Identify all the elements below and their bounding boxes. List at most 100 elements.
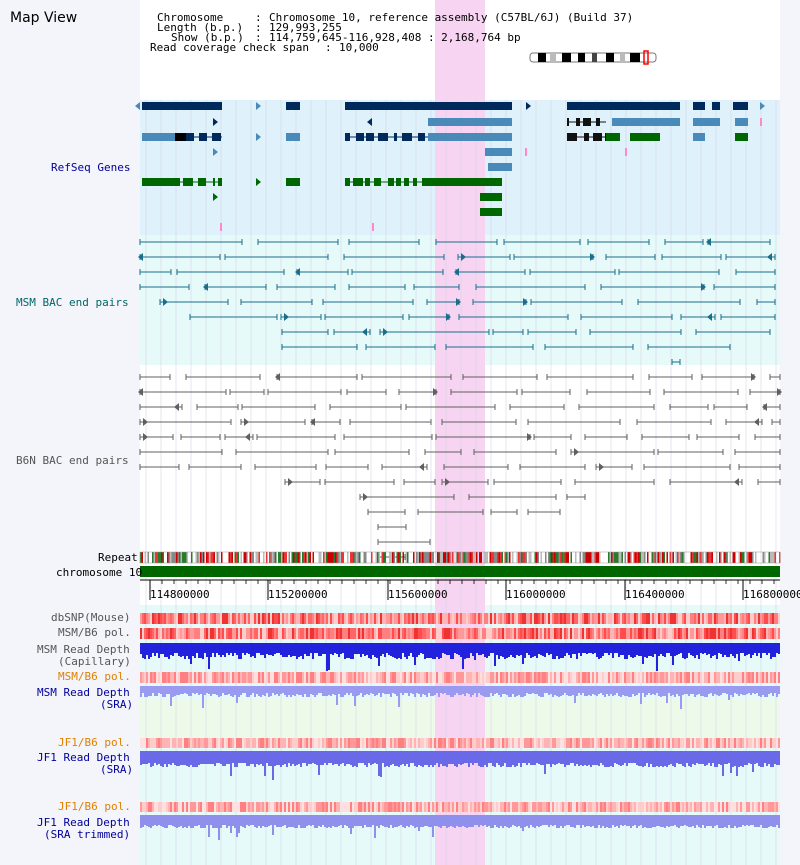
dbsnp-cell <box>230 613 232 624</box>
jf1-depth-trim-bar <box>396 815 398 827</box>
dbsnp-cell <box>686 613 688 624</box>
msm-pol-cell <box>348 628 350 639</box>
msm-pol-cell <box>372 628 374 639</box>
dbsnp-cell <box>200 613 202 624</box>
msm-pol2-cell <box>656 672 658 683</box>
dbsnp-cell <box>512 613 514 624</box>
jf1-pol-cell <box>352 738 354 748</box>
msm-pol-cell <box>274 628 276 639</box>
jf1-pol-cell <box>386 738 388 748</box>
repeat-element <box>741 552 743 563</box>
dbsnp-cell <box>406 613 408 624</box>
repeat-element <box>585 552 587 563</box>
gene-block <box>480 193 502 201</box>
repeat-element <box>465 552 467 563</box>
msm-pol2-cell <box>342 672 344 683</box>
msm-depth-cap-bar <box>178 643 180 656</box>
dbsnp-cell <box>768 613 770 624</box>
jf1-depth-trim-bar <box>302 815 304 828</box>
jf1-depth-trim-bar <box>634 815 636 825</box>
jf1-pol2-cell <box>762 802 764 812</box>
jf1-pol-cell <box>406 738 408 748</box>
jf1-pol2-cell <box>168 802 170 812</box>
jf1-depth-sra-bar <box>536 751 538 763</box>
repeat-element <box>195 552 197 563</box>
msm-depth-sra-bar <box>616 686 618 693</box>
dbsnp-cell <box>232 613 234 624</box>
repeat-track[interactable] <box>139 551 781 564</box>
msm-pol2-cell <box>282 672 284 683</box>
strand-arrow <box>213 193 218 201</box>
gene-exon <box>418 133 425 141</box>
refseq-track-label: RefSeq Genes <box>51 161 131 174</box>
jf1-depth-sra-bar <box>370 751 372 765</box>
msm-pol2-cell <box>406 672 408 683</box>
jf1-depth-trim-bar <box>516 815 518 827</box>
dbsnp-cell <box>480 613 482 624</box>
msm-pol2-cell <box>756 672 758 683</box>
jf1-depth-trim-bar <box>574 815 576 828</box>
msm-pol-cell <box>480 628 482 639</box>
msm-depth-sra-bar <box>490 686 492 693</box>
dbsnp-cell <box>154 613 156 624</box>
jf1-pol-cell <box>462 738 464 748</box>
dbsnp-cell <box>588 613 590 624</box>
jf1-pol-cell <box>750 738 752 748</box>
jf1-depth-trim-bar <box>358 815 360 826</box>
jf1-pol2-cell <box>502 802 504 812</box>
dbsnp-cell <box>156 613 158 624</box>
chromosome-ideogram[interactable] <box>529 50 657 65</box>
dbsnp-cell <box>664 613 666 624</box>
jf1-pol-cell <box>598 738 600 748</box>
msm-pol2-cell <box>418 672 420 683</box>
msm-depth-sra-bar <box>302 686 304 697</box>
jf1-pol-cell <box>684 738 686 748</box>
b6n-bac-track[interactable] <box>138 373 782 560</box>
msm-pol-cell <box>218 628 220 639</box>
jf1-pol2-cell <box>542 802 544 812</box>
msm-pol-cell <box>284 628 286 639</box>
msm-depth-cap-bar <box>176 643 178 653</box>
dbsnp-cell <box>440 613 442 624</box>
jf1-pol-cell <box>606 738 608 748</box>
msm-pol2-cell <box>188 672 190 683</box>
repeat-element <box>567 552 569 563</box>
msm-pol-cell <box>500 628 502 639</box>
jf1-depth-sra-bar <box>524 751 526 763</box>
jf1-depth-trim-bar <box>714 815 716 826</box>
jf1-depth-sra-bar <box>732 751 734 767</box>
msm-pol2-cell <box>454 672 456 683</box>
jf1-pol2-cell <box>206 802 208 812</box>
jf1-depth-trim-bar <box>416 815 418 827</box>
repeat-element <box>252 552 254 563</box>
jf1-pol2-cell <box>588 802 590 812</box>
jf1-depth-sra-bar <box>414 751 416 766</box>
jf1-pol2-cell <box>602 802 604 812</box>
msm-pol2-cell <box>460 672 462 683</box>
jf1-pol-cell <box>216 738 218 748</box>
heat-tracks[interactable] <box>140 613 780 840</box>
jf1-pol-cell <box>470 738 472 748</box>
jf1-depth-trim-bar <box>270 815 272 825</box>
msm-bac-track[interactable] <box>138 238 776 365</box>
msm-pol2-cell <box>706 672 708 683</box>
msm-depth-cap-bar <box>480 643 482 655</box>
refseq-genes-track[interactable] <box>135 102 765 231</box>
msm-pol2-cell <box>280 672 282 683</box>
jf1-depth-trim-bar <box>230 815 232 833</box>
refseq-marker <box>625 148 627 156</box>
msm-depth-cap-bar <box>148 643 150 659</box>
msm-pol2-cell <box>422 672 424 683</box>
msm-pol-cell <box>150 628 152 639</box>
jf1-depth-trim-bar <box>446 815 448 828</box>
msm-depth-cap-bar <box>276 643 278 653</box>
jf1-pol2-cell <box>448 802 450 812</box>
msm-depth-cap-bar <box>346 643 348 658</box>
msm-depth-sra-bar <box>262 686 264 695</box>
jf1-depth-sra-bar <box>768 751 770 764</box>
jf1-depth-trim-bar <box>362 815 364 828</box>
dbsnp-cell <box>752 613 754 624</box>
msm-pol2-cell <box>396 672 398 683</box>
repeat-element <box>278 552 280 563</box>
jf1-pol2-cell <box>554 802 556 812</box>
